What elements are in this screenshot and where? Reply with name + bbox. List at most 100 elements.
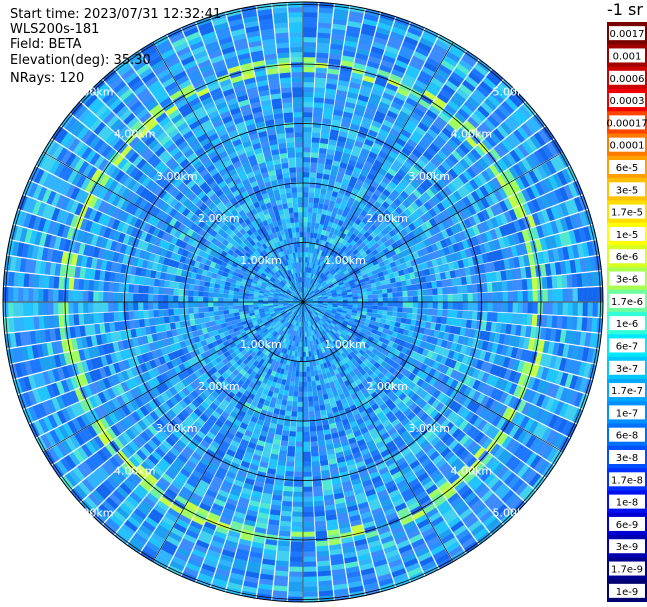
range-bin <box>527 290 534 302</box>
range-bin <box>285 465 295 472</box>
range-bin <box>522 290 529 302</box>
range-bin <box>303 476 313 483</box>
range-bin <box>487 302 494 312</box>
range-bin <box>309 426 317 432</box>
range-bin <box>303 141 312 148</box>
range-bin <box>309 366 314 372</box>
range-bin <box>577 302 584 317</box>
range-bin <box>293 481 303 488</box>
range-bin <box>293 391 299 398</box>
range-bin <box>303 186 309 193</box>
range-bin <box>303 546 316 553</box>
range-bin <box>303 41 317 48</box>
range-bin <box>516 279 523 291</box>
range-bin <box>303 566 317 573</box>
range-bin <box>382 306 389 311</box>
range-bin <box>296 361 300 368</box>
range-bin <box>310 157 318 163</box>
range-bin <box>312 122 322 129</box>
range-bin <box>303 441 311 448</box>
range-bin <box>314 92 325 99</box>
range-bin <box>312 207 318 214</box>
range-bin <box>487 292 494 302</box>
range-bin <box>511 279 518 291</box>
range-bin <box>291 526 303 533</box>
range-bin <box>303 381 308 388</box>
range-bin <box>310 375 316 382</box>
range-bin <box>303 101 314 108</box>
range-bin <box>303 426 310 433</box>
range-bin <box>382 293 389 298</box>
range-bin <box>297 396 303 403</box>
range-bin <box>300 346 304 353</box>
range-bin <box>362 302 369 306</box>
range-bin <box>280 515 292 522</box>
range-bin <box>295 451 303 458</box>
range-bin <box>342 299 349 303</box>
range-bin <box>486 282 493 292</box>
range-bin <box>397 296 404 302</box>
range-bin <box>303 526 315 533</box>
range-bin <box>303 81 315 88</box>
range-bin <box>411 284 418 291</box>
range-bin <box>457 310 463 319</box>
range-bin <box>506 280 513 291</box>
range-bin <box>303 11 318 18</box>
range-bin <box>292 501 303 508</box>
range-bin <box>294 461 303 468</box>
range-bin <box>313 202 319 209</box>
range-bin <box>452 294 459 302</box>
range-bin <box>289 571 303 578</box>
range-bin <box>492 292 499 302</box>
range-bin <box>407 302 414 308</box>
range-bin <box>303 221 308 228</box>
range-bin <box>332 298 339 301</box>
range-bin <box>311 137 320 143</box>
range-bin <box>572 302 579 316</box>
range-bin <box>313 500 325 507</box>
range-bin <box>466 284 473 294</box>
range-bin <box>532 302 539 314</box>
range-bin <box>391 311 398 317</box>
range-bin <box>282 490 293 497</box>
range-bin <box>309 431 317 437</box>
range-bin <box>310 227 315 233</box>
range-bin <box>293 386 299 393</box>
range-bin <box>303 206 308 213</box>
range-bin <box>300 336 304 343</box>
range-bin <box>304 331 307 338</box>
range-bin <box>282 394 289 401</box>
range-bin <box>432 302 439 309</box>
range-bin <box>303 51 316 58</box>
range-bin <box>390 316 397 322</box>
range-bin <box>337 299 344 303</box>
range-bin <box>412 307 418 314</box>
range-bin <box>547 289 554 302</box>
range-bin <box>312 480 323 487</box>
range-bin <box>406 313 413 320</box>
range-bin <box>532 290 539 302</box>
range-bin <box>303 396 309 403</box>
range-bin <box>397 302 404 308</box>
range-bin <box>502 302 509 313</box>
range-bin <box>472 293 479 302</box>
range-bin <box>542 302 549 315</box>
range-bin <box>426 281 433 289</box>
range-bin <box>303 581 318 588</box>
range-bin <box>298 386 303 393</box>
range-bin <box>367 294 374 299</box>
range-bin <box>303 571 317 578</box>
range-bin <box>381 288 388 294</box>
range-bin <box>316 430 324 437</box>
range-bin <box>303 76 315 83</box>
range-bin <box>303 406 309 413</box>
range-bin <box>387 302 394 307</box>
range-bin <box>309 167 317 173</box>
range-bin <box>482 292 489 302</box>
range-bin <box>310 152 319 158</box>
range-bin <box>309 177 316 183</box>
range-bin <box>407 296 414 302</box>
range-bin <box>291 521 303 528</box>
range-bin <box>592 302 599 317</box>
